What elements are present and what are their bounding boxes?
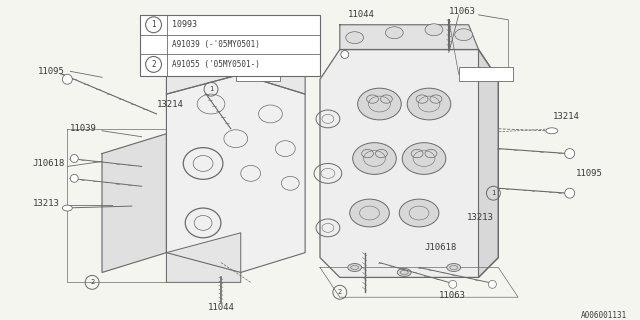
Ellipse shape (385, 27, 403, 39)
Circle shape (70, 155, 78, 163)
Ellipse shape (546, 128, 558, 134)
Ellipse shape (425, 24, 443, 36)
Text: 1: 1 (209, 86, 213, 92)
Text: 11051*A: 11051*A (461, 67, 499, 76)
Polygon shape (166, 233, 241, 282)
Text: 2: 2 (90, 279, 94, 285)
Text: 11063: 11063 (439, 291, 466, 300)
Text: 1: 1 (151, 20, 156, 29)
Text: 11095: 11095 (575, 169, 602, 178)
Text: J10618: J10618 (424, 243, 456, 252)
Text: 11044: 11044 (348, 10, 374, 20)
Text: 11063: 11063 (449, 7, 476, 16)
Circle shape (564, 148, 575, 158)
Text: 11051*A: 11051*A (241, 70, 278, 79)
Ellipse shape (447, 264, 461, 271)
Polygon shape (320, 50, 499, 277)
Ellipse shape (397, 268, 411, 276)
Circle shape (70, 174, 78, 182)
Ellipse shape (275, 54, 286, 61)
Bar (459, 68, 513, 81)
Circle shape (63, 74, 72, 84)
Ellipse shape (190, 56, 202, 63)
Text: A006001131: A006001131 (581, 310, 627, 320)
Ellipse shape (220, 51, 232, 58)
Text: 2: 2 (151, 60, 156, 69)
Ellipse shape (349, 199, 389, 227)
Polygon shape (340, 25, 479, 50)
Text: 13214: 13214 (553, 112, 580, 121)
Circle shape (564, 188, 575, 198)
Text: 1: 1 (492, 190, 495, 196)
Text: 13213: 13213 (467, 213, 493, 222)
Ellipse shape (63, 205, 72, 211)
Text: 2: 2 (338, 289, 342, 295)
Text: 13214: 13214 (157, 100, 184, 108)
Ellipse shape (455, 29, 472, 41)
Ellipse shape (407, 88, 451, 120)
Circle shape (449, 280, 457, 288)
Circle shape (488, 280, 497, 288)
Text: J10618: J10618 (33, 159, 65, 168)
Ellipse shape (358, 88, 401, 120)
Bar (236, 68, 280, 81)
Text: 10993: 10993 (172, 20, 197, 29)
Polygon shape (166, 74, 305, 272)
Ellipse shape (346, 32, 364, 44)
Ellipse shape (348, 264, 362, 271)
Text: 11039: 11039 (70, 124, 97, 133)
Text: A91055 ('05MY0501-): A91055 ('05MY0501-) (172, 60, 260, 69)
Polygon shape (166, 40, 305, 94)
Ellipse shape (353, 143, 396, 174)
Ellipse shape (250, 46, 262, 53)
Text: 11044: 11044 (207, 303, 234, 312)
Text: A91039 (-'05MY0501): A91039 (-'05MY0501) (172, 40, 260, 49)
Text: 11095: 11095 (38, 67, 65, 76)
Circle shape (341, 51, 349, 59)
Polygon shape (479, 50, 499, 277)
Ellipse shape (399, 199, 439, 227)
Text: 13213: 13213 (33, 199, 60, 208)
Ellipse shape (402, 143, 446, 174)
Polygon shape (102, 134, 166, 272)
Bar (140, 15, 320, 76)
